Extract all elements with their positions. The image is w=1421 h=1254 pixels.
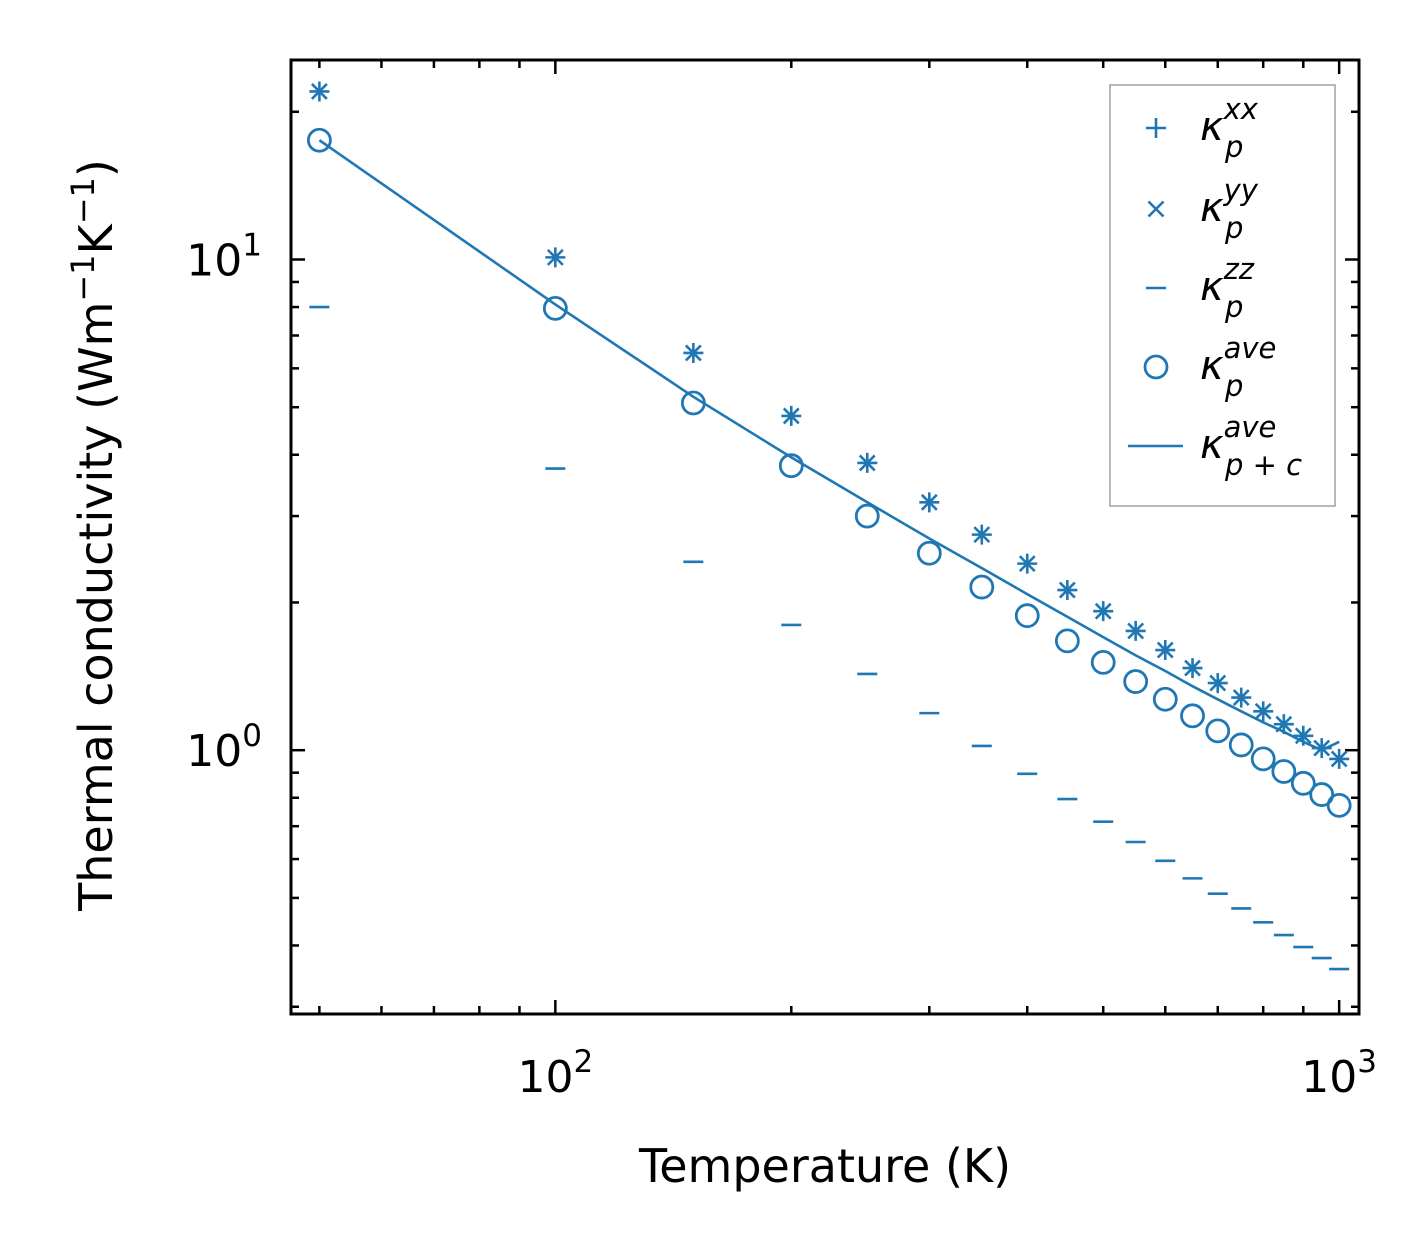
y-axis-title-sup1: −1: [64, 254, 102, 301]
data-point-kappa-p-yy: [1209, 674, 1227, 692]
data-point-kappa-p-ave: [1309, 782, 1335, 807]
plot-area: [306, 81, 1352, 971]
data-point-kappa-p-ave: [1205, 718, 1231, 744]
data-point-kappa-p-yy: [782, 407, 800, 425]
data-point-kappa-p-yy: [1127, 622, 1145, 640]
data-point-kappa-p-ave: [1014, 603, 1040, 629]
series-line-layer: [318, 139, 1340, 752]
plot-frame: [289, 58, 1361, 1016]
y-axis-title-end: ): [69, 159, 123, 177]
data-point-kappa-p-yy: [1313, 739, 1331, 757]
data-point-kappa-p-ave: [1152, 686, 1178, 712]
legend-marker-circle: [1143, 354, 1169, 380]
legend-label: κave p: [1200, 331, 1276, 403]
data-point-kappa-p-yy: [1330, 750, 1348, 768]
series-line-kappa-p-c-ave: [318, 139, 1340, 752]
data-point-kappa-p-ave: [916, 540, 942, 566]
data-point-kappa-p-ave: [306, 127, 332, 153]
y-axis-title: Thermal conductivity (Wm−1K−1): [64, 159, 123, 912]
x-axis-title: Temperature (K): [638, 1139, 1011, 1193]
legend-label: κzz p: [1200, 252, 1255, 324]
x-tick-label: 102: [517, 1044, 593, 1103]
legend-label: κyy p: [1200, 173, 1259, 245]
legend-label: κxx p: [1200, 92, 1259, 164]
x-tick-label: 103: [1301, 1044, 1377, 1103]
legend-marker-plus: [1146, 118, 1166, 138]
y-axis-title-sup2: −1: [64, 177, 102, 224]
y-axis-title-mid: K: [69, 222, 123, 254]
data-point-kappa-p-yy: [1275, 715, 1293, 733]
legend-label: κave p + c: [1200, 410, 1302, 482]
data-point-kappa-p-yy: [858, 454, 876, 472]
data-point-kappa-p-ave: [1326, 792, 1352, 818]
data-point-kappa-p-ave: [1250, 746, 1276, 772]
data-point-kappa-p-yy: [1184, 659, 1201, 677]
data-point-kappa-p-yy: [1018, 555, 1036, 573]
data-point-kappa-p-yy: [1094, 602, 1112, 620]
data-point-kappa-p-ave: [1054, 628, 1080, 654]
data-point-kappa-p-yy: [1058, 581, 1076, 599]
data-point-kappa-p-ave: [542, 295, 568, 321]
data-point-kappa-p-yy: [973, 526, 991, 544]
data-point-kappa-p-yy: [1156, 641, 1174, 659]
data-point-kappa-p-ave: [1290, 770, 1316, 796]
data-point-kappa-p-ave: [1271, 759, 1297, 784]
data-point-kappa-p-yy: [684, 344, 702, 362]
data-point-kappa-p-yy: [920, 493, 938, 511]
data-point-kappa-p-yy: [1294, 727, 1312, 745]
tick-labels: 102 103 100 101: [186, 227, 1377, 1103]
y-tick-label: 101: [186, 227, 262, 286]
legend-box: [1109, 84, 1336, 507]
data-point-kappa-p-ave: [1180, 703, 1205, 729]
series-marker-layer: [306, 81, 1352, 971]
major-ticks: [291, 60, 1359, 1014]
legend-marker-x: [1147, 200, 1165, 218]
data-point-kappa-p-ave: [1090, 649, 1116, 675]
data-point-kappa-p-ave: [1228, 732, 1254, 758]
data-point-kappa-p-ave: [680, 390, 706, 416]
y-tick-label: 100: [186, 718, 262, 777]
data-point-kappa-p-yy: [546, 248, 564, 266]
data-point-kappa-p-ave: [969, 574, 995, 600]
data-point-kappa-p-yy: [1232, 689, 1250, 707]
data-point-kappa-p-ave: [1123, 669, 1149, 694]
y-axis-title-main: Thermal conductivity (Wm: [69, 302, 123, 912]
data-point-kappa-p-ave: [778, 453, 804, 479]
data-point-kappa-p-ave: [854, 503, 880, 529]
data-point-kappa-p-yy: [310, 83, 328, 100]
data-point-kappa-p-yy: [1254, 702, 1272, 720]
